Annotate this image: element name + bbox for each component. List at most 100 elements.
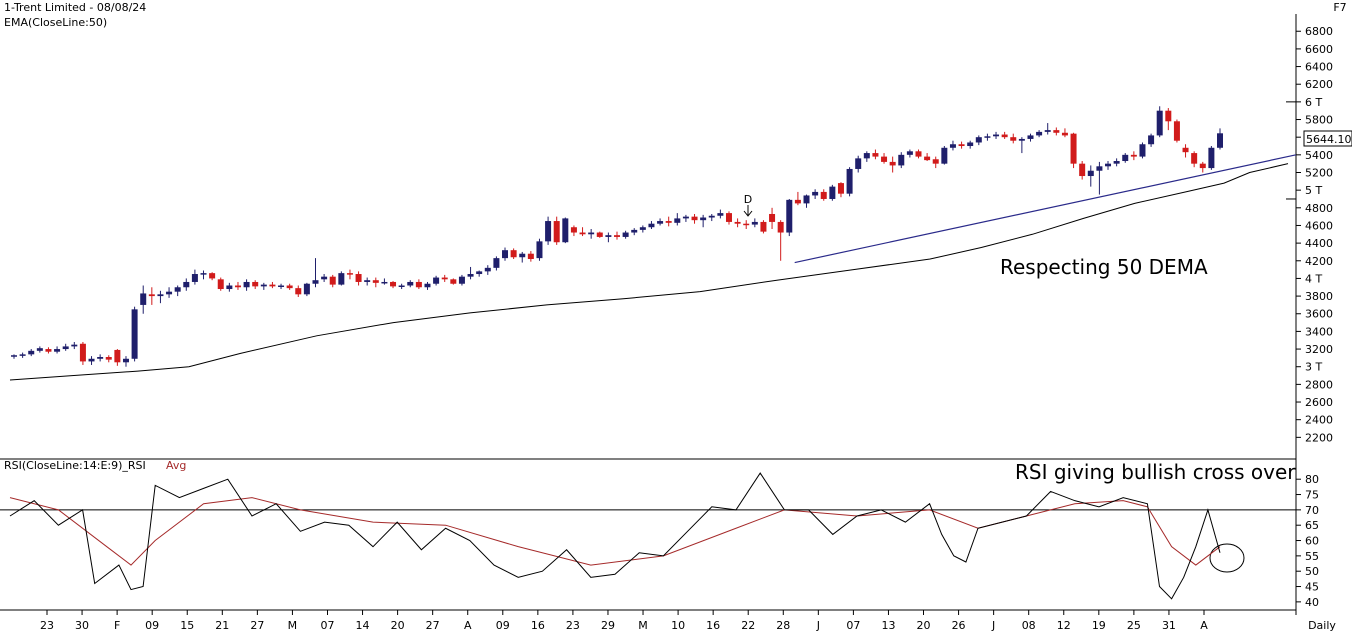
- rsi-line: [9, 472, 1221, 600]
- candle-body: [226, 285, 233, 290]
- x-tick-label: 29: [601, 619, 615, 632]
- candle-body: [433, 277, 440, 284]
- x-tick-label: J: [816, 619, 820, 632]
- candle-body: [11, 355, 17, 357]
- candle-body: [252, 281, 259, 287]
- candle-body: [898, 154, 905, 166]
- rsi-tick-label: 75: [1305, 489, 1319, 502]
- candle-body: [346, 273, 353, 275]
- candle-body: [794, 199, 801, 204]
- x-tick-label: A: [464, 619, 472, 632]
- rsi-tick-label: 55: [1305, 550, 1319, 563]
- x-tick-label: 31: [1162, 619, 1176, 632]
- candle-body: [1182, 147, 1189, 153]
- x-tick-label: 28: [776, 619, 790, 632]
- candle-body: [691, 216, 698, 221]
- candle-body: [1061, 132, 1068, 136]
- candle-body: [62, 346, 69, 350]
- candle-body: [191, 274, 198, 282]
- x-tick-label: J: [991, 619, 995, 632]
- candle-body: [122, 358, 129, 363]
- hotkey-label[interactable]: F7: [1333, 1, 1346, 14]
- rsi-indicator-label: RSI(CloseLine:14:E:9)_RSI: [4, 459, 146, 472]
- x-tick-label: 27: [426, 619, 440, 632]
- rsi-tick-label: 40: [1305, 596, 1319, 609]
- candle-body: [657, 221, 664, 224]
- price-tick-label: 4 T: [1305, 272, 1322, 285]
- marker-arrow-icon: [743, 205, 753, 217]
- price-tick-label: 3800: [1305, 290, 1333, 303]
- x-tick-label: M: [288, 619, 298, 632]
- x-tick-label: 25: [1127, 619, 1141, 632]
- candle-body: [949, 144, 956, 148]
- candle-body: [1199, 163, 1206, 169]
- price-tick-label: 2200: [1305, 431, 1333, 444]
- candle-body: [562, 218, 569, 243]
- candle-body: [665, 221, 672, 223]
- price-tick-label: 5400: [1305, 149, 1333, 162]
- candle-body: [269, 284, 276, 287]
- candle-body: [243, 281, 250, 288]
- candle-body: [734, 221, 741, 224]
- candle-body: [260, 284, 267, 287]
- chart-title: 1-Trent Limited - 08/08/24: [4, 1, 146, 14]
- candle-body: [725, 213, 732, 222]
- ema-line: [9, 163, 1289, 381]
- support-trendline: [794, 154, 1297, 264]
- candle-body: [28, 350, 35, 355]
- price-tick-label: 2800: [1305, 378, 1333, 391]
- candle-body: [45, 349, 52, 352]
- candle-body: [570, 227, 577, 233]
- candle-body: [700, 217, 707, 221]
- x-tick-label: 16: [706, 619, 720, 632]
- candle-body: [588, 232, 595, 235]
- price-tick-label: 4200: [1305, 255, 1333, 268]
- x-tick-label: 20: [917, 619, 931, 632]
- candle-body: [441, 277, 448, 280]
- x-tick-label: 23: [40, 619, 54, 632]
- candle-body: [1079, 163, 1086, 177]
- candle-body: [381, 281, 388, 284]
- candle-body: [1191, 153, 1198, 164]
- candle-body: [390, 281, 397, 287]
- candle-body: [1044, 130, 1051, 132]
- candle-body: [829, 186, 836, 199]
- timeframe-label[interactable]: Daily: [1308, 619, 1336, 632]
- x-tick-label: 09: [145, 619, 159, 632]
- candle-body: [458, 276, 465, 284]
- candle-body: [769, 213, 776, 222]
- candle-body: [105, 357, 112, 360]
- candle-body: [424, 283, 431, 288]
- x-tick-label: 30: [75, 619, 89, 632]
- candle-body: [1036, 131, 1043, 136]
- x-tick-label: 21: [215, 619, 229, 632]
- price-tick-label: 3600: [1305, 308, 1333, 321]
- candle-body: [1148, 135, 1155, 145]
- candle-body: [338, 273, 345, 285]
- candle-body: [1105, 163, 1112, 167]
- candle-body: [786, 199, 793, 233]
- candle-body: [131, 309, 138, 359]
- candle-body: [398, 285, 405, 287]
- rsi-avg-label: Avg: [166, 459, 186, 472]
- candle-body: [217, 279, 224, 290]
- last-price-value: 5644.10: [1306, 133, 1352, 146]
- candle-body: [527, 253, 534, 260]
- candle-body: [286, 285, 293, 289]
- ema-indicator-label: EMA(CloseLine:50): [4, 16, 107, 29]
- candle-body: [54, 349, 61, 352]
- candle-body: [967, 142, 974, 147]
- price-tick-label: 6600: [1305, 43, 1333, 56]
- candle-body: [88, 358, 95, 362]
- candle-body: [545, 221, 552, 242]
- crossover-circle: [1209, 543, 1245, 573]
- price-tick-label: 2600: [1305, 396, 1333, 409]
- candle-body: [476, 271, 483, 275]
- candle-body: [760, 221, 767, 232]
- candle-body: [941, 147, 948, 164]
- candle-body: [837, 183, 844, 194]
- x-tick-label: 22: [741, 619, 755, 632]
- candle-body: [631, 229, 638, 233]
- x-tick-label: 07: [320, 619, 334, 632]
